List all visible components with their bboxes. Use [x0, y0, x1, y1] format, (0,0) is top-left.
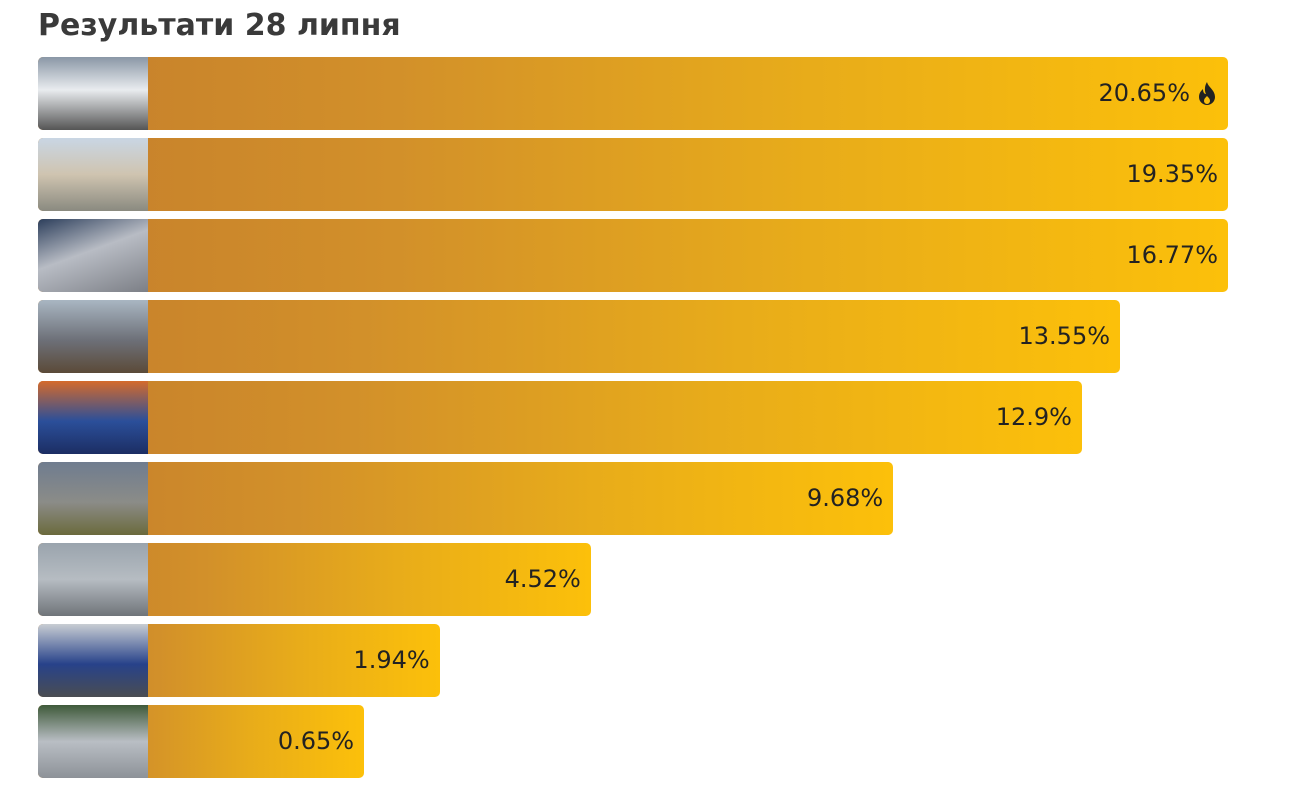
result-row: 9.68% — [38, 462, 1228, 535]
result-row: 20.65% — [38, 57, 1228, 130]
result-label: 20.65% — [1098, 79, 1190, 107]
result-bar: 9.68% — [38, 462, 894, 535]
result-label-wrap: 20.65% — [1098, 57, 1218, 130]
car-thumbnail — [38, 705, 148, 778]
result-label-wrap: 19.35% — [1126, 138, 1218, 211]
result-row: 13.55% — [38, 300, 1228, 373]
result-label: 0.65% — [277, 727, 355, 755]
result-row: 1.94% — [38, 624, 1228, 697]
result-bar: 1.94% — [38, 624, 440, 697]
result-bar: 12.9% — [38, 381, 1082, 454]
result-label: 19.35% — [1126, 160, 1218, 188]
car-thumbnail — [38, 381, 148, 454]
results-list: 20.65% 19.35% 16.77% 13.55% 12.9% 9.68% 4.52% 1… — [38, 57, 1228, 786]
result-row: 0.65% — [38, 705, 1228, 778]
result-label-wrap: 0.65% — [278, 705, 354, 778]
result-label: 9.68% — [806, 484, 884, 512]
car-thumbnail — [38, 219, 148, 292]
result-label: 12.9% — [995, 403, 1072, 431]
title: Результати 28 липня — [38, 8, 401, 43]
car-thumbnail — [38, 624, 148, 697]
result-label: 1.94% — [353, 646, 430, 674]
result-label-wrap: 12.9% — [996, 381, 1072, 454]
result-row: 4.52% — [38, 543, 1228, 616]
fire-icon — [1199, 81, 1215, 105]
result-bar: 0.65% — [38, 705, 365, 778]
result-row: 12.9% — [38, 381, 1228, 454]
result-label: 13.55% — [1018, 322, 1111, 350]
result-label-wrap: 1.94% — [353, 624, 429, 697]
car-thumbnail — [38, 300, 148, 373]
result-label-wrap: 16.77% — [1126, 219, 1218, 292]
result-bar: 19.35% — [38, 138, 1228, 211]
car-thumbnail — [38, 57, 148, 130]
result-label-wrap: 9.68% — [807, 462, 883, 535]
result-bar: 13.55% — [38, 300, 1121, 373]
result-label-wrap: 13.55% — [1019, 300, 1111, 373]
result-row: 16.77% — [38, 219, 1228, 292]
result-bar: 16.77% — [38, 219, 1228, 292]
car-thumbnail — [38, 138, 148, 211]
car-thumbnail — [38, 543, 148, 616]
result-bar: 20.65% — [38, 57, 1228, 130]
result-label: 4.52% — [504, 565, 581, 593]
result-bar: 4.52% — [38, 543, 591, 616]
result-label-wrap: 4.52% — [505, 543, 581, 616]
result-row: 19.35% — [38, 138, 1228, 211]
car-thumbnail — [38, 462, 148, 535]
result-label: 16.77% — [1126, 241, 1218, 269]
